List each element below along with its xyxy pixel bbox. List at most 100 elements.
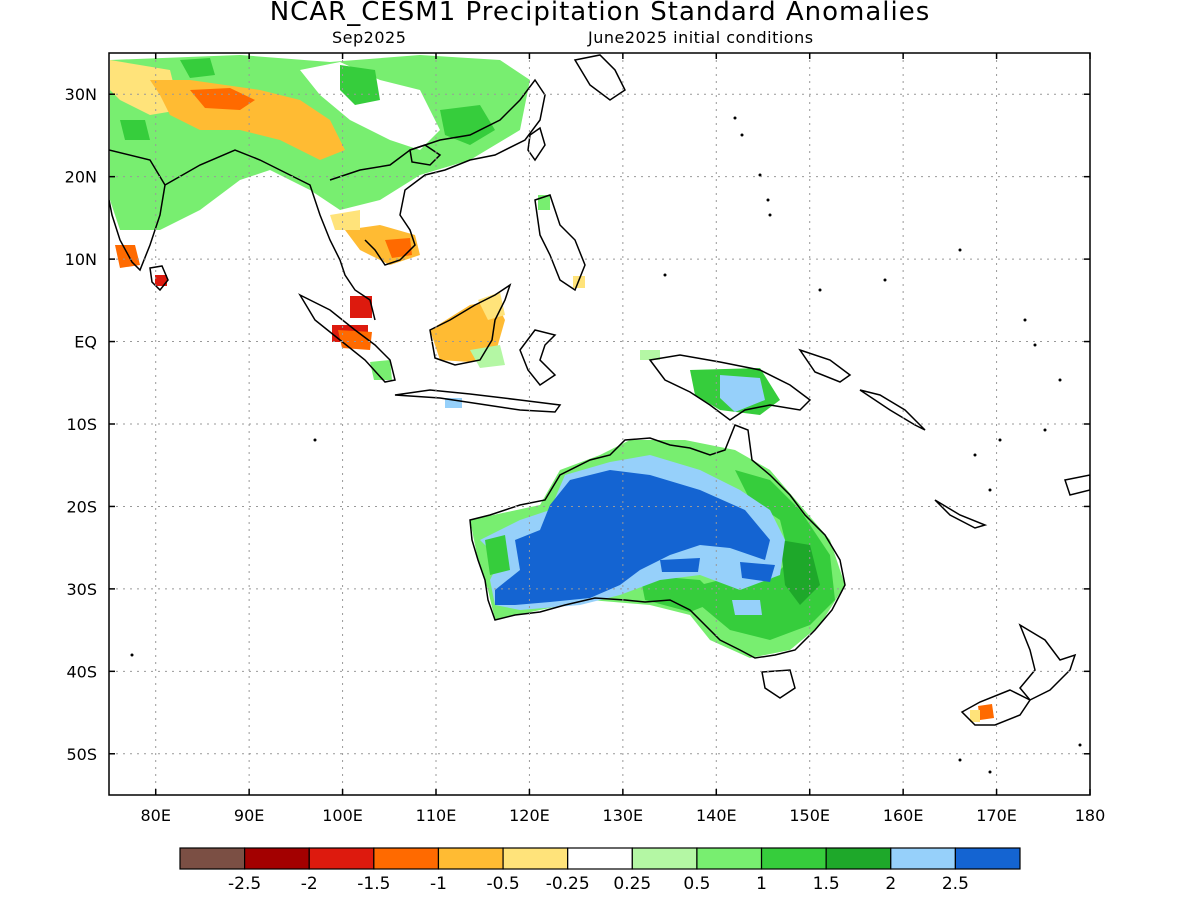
lon-tick-label: 130E <box>603 806 644 825</box>
orange-shade <box>190 88 255 110</box>
lon-tick-label: 180 <box>1075 806 1106 825</box>
blue-shade <box>720 375 765 412</box>
colorbar-label: -2.5 <box>228 874 261 894</box>
colorbar-swatch <box>308 847 375 870</box>
orange-shade <box>978 704 994 720</box>
colorbar-swatch <box>760 847 827 870</box>
coastline <box>469 424 846 659</box>
colorbar-swatch <box>437 847 504 870</box>
orange-shade <box>338 330 372 350</box>
lon-tick-label: 150E <box>789 806 830 825</box>
colorbar-label: 2 <box>885 874 896 894</box>
coastline <box>960 689 1032 726</box>
colorbar-label: -0.25 <box>546 874 590 894</box>
colorbar-label: 1.5 <box>813 874 840 894</box>
coastline-layer <box>109 54 1090 726</box>
coastline <box>527 126 546 162</box>
green-shade <box>120 120 150 140</box>
colorbar-swatch <box>631 847 698 870</box>
lon-tick-label: 90E <box>234 806 264 825</box>
coastline <box>298 293 396 383</box>
coastline <box>534 194 586 292</box>
colorbar-swatch <box>954 847 1021 870</box>
blue-shade <box>740 562 775 582</box>
red-shade <box>350 296 372 318</box>
orange-shade <box>115 245 140 268</box>
lon-tick-label: 140E <box>696 806 737 825</box>
coastline <box>648 354 812 421</box>
colorbar-swatch <box>502 847 569 870</box>
colorbar-label: -0.5 <box>486 874 519 894</box>
colorbar-label: -2 <box>301 874 318 894</box>
colorbar-swatch <box>825 847 892 870</box>
colorbar-swatch <box>373 847 440 870</box>
coastline <box>859 389 926 431</box>
yellow-shade <box>110 60 180 115</box>
coastline <box>394 389 562 413</box>
lat-tick-label: 30S <box>66 580 97 599</box>
colorbar-label: 0.25 <box>613 874 651 894</box>
coastline <box>519 329 557 387</box>
colorbar-swatch <box>696 847 763 870</box>
coastline <box>429 283 512 366</box>
green-shade <box>440 105 495 145</box>
colorbar: -2.5 -2 -1.5 -1 -0.5 -0.25 0.25 0.5 1 1.5 2 2.5 <box>179 847 1021 894</box>
yellow-shade <box>330 210 360 230</box>
lat-tick-label: 30N <box>65 85 97 104</box>
shading-layer <box>110 55 994 722</box>
forecast-month: Sep2025 <box>332 28 407 47</box>
lon-tick-label: 170E <box>976 806 1017 825</box>
green-shade <box>180 58 215 78</box>
coastline <box>573 54 626 101</box>
green-shade <box>485 535 510 575</box>
initial-conditions: June2025 initial conditions <box>588 28 814 47</box>
green-shade <box>340 65 380 105</box>
coastline <box>149 265 169 292</box>
coastline <box>329 78 546 266</box>
lon-tick-label: 160E <box>883 806 924 825</box>
chart-title: NCAR_CESM1 Precipitation Standard Anomal… <box>269 0 931 27</box>
blue-shade <box>732 600 762 615</box>
lat-tick-label: 10N <box>65 250 97 269</box>
coastline <box>1018 623 1077 701</box>
lon-tick-label: 80E <box>140 806 170 825</box>
green-shade <box>370 360 392 380</box>
lat-tick-label: 20N <box>65 168 97 187</box>
yellow-shade <box>970 710 980 722</box>
green-shade <box>640 350 660 360</box>
gridlines <box>109 53 1090 795</box>
lat-tick-label: 50S <box>66 745 97 764</box>
coastline <box>934 499 988 529</box>
blue-shade <box>660 558 700 572</box>
colorbar-swatch <box>890 847 956 870</box>
island-dots <box>130 116 1082 774</box>
colorbar-label: 1 <box>756 874 767 894</box>
lon-axis: 80E 90E 100E 110E 120E 130E 140E 150E 160E 170E 18… <box>140 53 1105 825</box>
coastline <box>1064 474 1090 496</box>
green-shade <box>640 575 720 612</box>
coastline <box>164 149 376 321</box>
lat-axis: 30N 20N 10N EQ 10S 20S 30S 40S 50S <box>65 85 1090 764</box>
coastline <box>761 669 796 699</box>
red-shade <box>155 275 167 286</box>
green-shade <box>470 345 505 368</box>
colorbar-label: 0.5 <box>683 874 710 894</box>
lat-tick-label: 40S <box>66 662 97 681</box>
lat-tick-label: 20S <box>66 497 97 516</box>
lon-tick-label: 100E <box>322 806 363 825</box>
coastline <box>798 348 852 383</box>
colorbar-swatch <box>567 847 633 870</box>
colorbar-swatch <box>179 847 246 870</box>
coastline <box>109 149 166 272</box>
white-gap <box>300 62 440 150</box>
colorbar-label: -1.5 <box>357 874 390 894</box>
lon-tick-label: 120E <box>509 806 550 825</box>
lat-tick-label: EQ <box>74 333 97 352</box>
coastline <box>409 144 442 166</box>
lat-tick-label: 10S <box>66 415 97 434</box>
orange-shade <box>385 238 412 258</box>
lon-tick-label: 110E <box>416 806 457 825</box>
blue-shade <box>495 470 770 605</box>
colorbar-label: -1 <box>430 874 447 894</box>
